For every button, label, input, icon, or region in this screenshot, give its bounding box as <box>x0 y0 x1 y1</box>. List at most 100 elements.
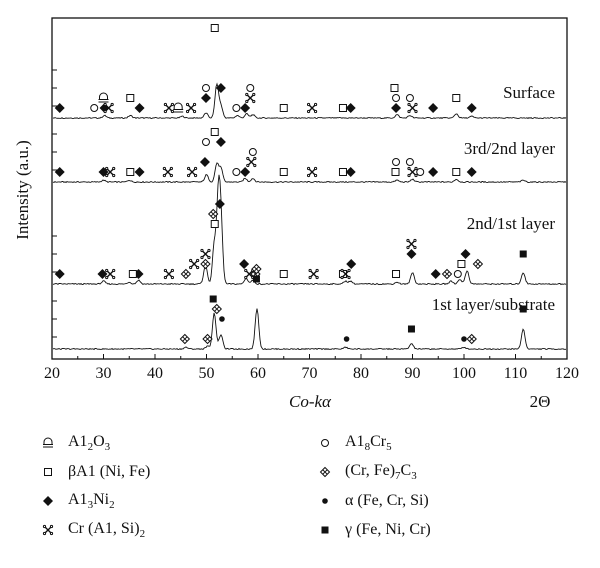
marker-cross <box>162 166 173 178</box>
marker-diamond <box>215 83 226 93</box>
marker-square <box>126 94 135 102</box>
series-label: 1st layer/substrate <box>432 295 555 314</box>
legend-dot-icon <box>305 493 345 509</box>
legend-carbide-icon <box>305 464 345 480</box>
marker-filled-square <box>252 275 260 283</box>
marker-diamond <box>345 103 356 113</box>
x-tick-label: 70 <box>302 365 318 382</box>
marker-dot <box>343 336 350 342</box>
marker-circle <box>392 158 401 166</box>
marker-diamond <box>97 269 108 279</box>
marker-diamond <box>54 269 65 279</box>
marker-cross <box>308 268 319 280</box>
x-tick-label: 100 <box>452 365 476 382</box>
marker-carbide <box>251 263 262 275</box>
x-tick-label: 30 <box>96 365 112 382</box>
marker-square <box>390 84 399 92</box>
marker-diamond <box>199 157 210 167</box>
marker-diamond <box>460 249 471 259</box>
marker-cross <box>105 166 116 178</box>
marker-cross <box>340 268 351 280</box>
marker-carbide <box>179 333 191 345</box>
legend-label: A18Cr5 <box>345 432 392 454</box>
marker-diamond <box>430 269 441 279</box>
marker-diamond <box>134 103 145 113</box>
y-axis-label: Intensity (a.u.) <box>13 140 32 240</box>
series-label: 3rd/2nd layer <box>464 139 555 158</box>
marker-circle <box>392 94 401 102</box>
marker-filled-square <box>519 250 527 258</box>
marker-dot <box>219 316 225 322</box>
marker-square <box>338 104 347 112</box>
x-tick-label: 60 <box>250 365 266 382</box>
marker-diamond <box>346 259 357 269</box>
marker-cross <box>306 102 318 114</box>
marker-diamond <box>54 167 65 177</box>
marker-filled-square <box>519 305 527 313</box>
xrd-chart: Surface 3rd/2nd layer 2nd/1st layer 1st lay… <box>13 17 579 411</box>
marker-cross <box>407 166 418 178</box>
marker-diamond <box>54 103 65 113</box>
series-label: 2nd/1st layer <box>467 214 556 233</box>
marker-square <box>391 168 400 176</box>
legend-label: α (Fe, Cr, Si) <box>345 492 429 509</box>
marker-cross <box>186 166 198 178</box>
marker-diamond <box>391 103 402 113</box>
marker-carbide <box>319 466 331 478</box>
marker-square <box>452 168 461 176</box>
marker-square <box>457 260 466 268</box>
marker-diamond <box>200 93 211 103</box>
marker-cross <box>306 166 318 178</box>
legend-circle-icon <box>305 435 345 451</box>
marker-square <box>210 220 219 228</box>
trace-2 <box>52 162 567 184</box>
marker-filled-square <box>321 526 329 534</box>
marker-cross <box>42 524 54 536</box>
legend-label: A13Ni2 <box>68 490 115 512</box>
marker-circle <box>405 158 414 166</box>
marker-square <box>128 270 137 278</box>
legend-item: A18Cr5 <box>305 431 392 455</box>
marker-diamond <box>134 167 145 177</box>
marker-square <box>126 168 135 176</box>
trace-4 <box>52 308 567 351</box>
marker-carbide <box>207 208 219 220</box>
marker-circle <box>232 104 241 112</box>
marker-square <box>338 168 347 176</box>
legend-arch-icon <box>28 435 68 451</box>
phase-markers <box>54 24 527 345</box>
marker-cross <box>189 258 200 270</box>
x-tick-label: 20 <box>44 365 60 382</box>
marker-diamond <box>428 103 439 113</box>
marker-diamond <box>466 103 477 113</box>
marker-diamond <box>466 167 477 177</box>
marker-diamond <box>428 167 439 177</box>
marker-circle <box>405 94 414 102</box>
marker-circle <box>248 148 257 156</box>
marker-carbide <box>180 268 192 280</box>
marker-cross <box>200 248 211 260</box>
legend-square-icon <box>28 464 68 480</box>
marker-carbide <box>211 303 223 315</box>
marker-carbide <box>200 258 211 270</box>
marker-cross <box>103 102 114 114</box>
marker-square <box>279 104 288 112</box>
marker-carbide <box>441 268 453 280</box>
marker-square <box>210 24 219 32</box>
marker-filled-square <box>407 325 415 333</box>
marker-diamond <box>215 137 226 147</box>
x-tick-label: 120 <box>555 365 579 382</box>
marker-cross <box>406 238 417 250</box>
marker-cross <box>246 156 257 168</box>
diffraction-traces <box>52 69 567 351</box>
marker-diamond <box>345 167 356 177</box>
marker-arch <box>43 437 53 448</box>
x-tick-label: 80 <box>353 365 369 382</box>
legend-item: γ (Fe, Ni, Cr) <box>305 518 431 542</box>
legend-label: Cr (A1, Si)2 <box>68 519 146 541</box>
marker-square <box>210 128 219 136</box>
marker-cross <box>163 268 175 280</box>
legend: A12O3 A18Cr5 βA1 (Ni, Fe) (Cr, Fe)7C3 A13Ni2… <box>0 418 600 568</box>
x-tick-label: 50 <box>199 365 215 382</box>
marker-dot <box>322 498 328 504</box>
